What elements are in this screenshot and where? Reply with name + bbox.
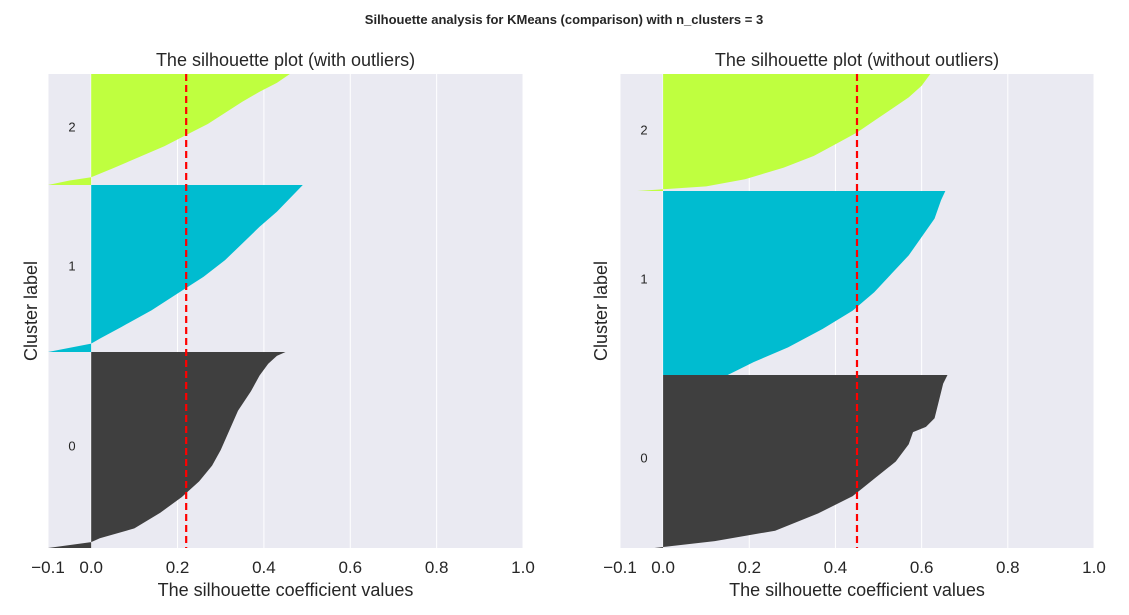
- left-cluster-label-0: 0: [68, 438, 75, 453]
- left-x-tick-label-6: 1.0: [511, 558, 535, 577]
- left-x-tick-label-0: −0.1: [31, 558, 65, 577]
- left-x-tick-label-3: 0.4: [252, 558, 276, 577]
- right-silhouette-cluster-2: [637, 74, 931, 191]
- left-panel: 0 1 2 −0.1 0.0 0.2 0.4 0.6 0.8 1.0 The silhouett…: [21, 50, 535, 600]
- left-x-tick-label-4: 0.6: [338, 558, 362, 577]
- left-y-axis-label: Cluster label: [21, 261, 41, 361]
- right-panel: 0 1 2 −0.1 0.0 0.2 0.4 0.6 0.8 1.0 The silhouett…: [591, 50, 1106, 600]
- right-silhouettes: [637, 74, 948, 548]
- right-panel-title: The silhouette plot (without outliers): [715, 50, 999, 70]
- right-x-axis-label: The silhouette coefficient values: [729, 580, 985, 600]
- left-cluster-labels: 0 1 2: [68, 119, 75, 453]
- right-cluster-label-0: 0: [640, 450, 647, 465]
- left-x-tick-label-5: 0.8: [425, 558, 449, 577]
- right-cluster-label-2: 2: [640, 122, 647, 137]
- right-x-tick-label-3: 0.4: [824, 558, 848, 577]
- left-x-tick-label-1: 0.0: [79, 558, 103, 577]
- left-silhouette-cluster-0: [48, 352, 286, 548]
- right-x-tick-label-0: −0.1: [603, 558, 637, 577]
- right-silhouette-cluster-0: [654, 375, 948, 548]
- right-x-tick-label-1: 0.0: [651, 558, 675, 577]
- right-x-tick-label-6: 1.0: [1082, 558, 1106, 577]
- right-x-tick-label-4: 0.6: [910, 558, 934, 577]
- left-silhouette-cluster-2: [48, 74, 290, 185]
- figure-suptitle: Silhouette analysis for KMeans (comparis…: [365, 12, 763, 27]
- left-x-axis-label: The silhouette coefficient values: [158, 580, 414, 600]
- right-x-tick-label-2: 0.2: [737, 558, 761, 577]
- right-y-axis-label: Cluster label: [591, 261, 611, 361]
- right-cluster-labels: 0 1 2: [640, 122, 647, 465]
- right-cluster-label-1: 1: [640, 271, 647, 286]
- right-x-tick-label-5: 0.8: [996, 558, 1020, 577]
- left-x-tick-label-2: 0.2: [166, 558, 190, 577]
- left-panel-title: The silhouette plot (with outliers): [156, 50, 415, 70]
- right-x-tick-labels: −0.1 0.0 0.2 0.4 0.6 0.8 1.0: [603, 558, 1106, 577]
- right-silhouette-cluster-1: [663, 191, 946, 375]
- left-cluster-label-1: 1: [68, 258, 75, 273]
- left-silhouette-cluster-1: [48, 185, 303, 352]
- left-cluster-label-2: 2: [68, 119, 75, 134]
- left-silhouettes: [48, 74, 303, 548]
- left-x-tick-labels: −0.1 0.0 0.2 0.4 0.6 0.8 1.0: [31, 558, 535, 577]
